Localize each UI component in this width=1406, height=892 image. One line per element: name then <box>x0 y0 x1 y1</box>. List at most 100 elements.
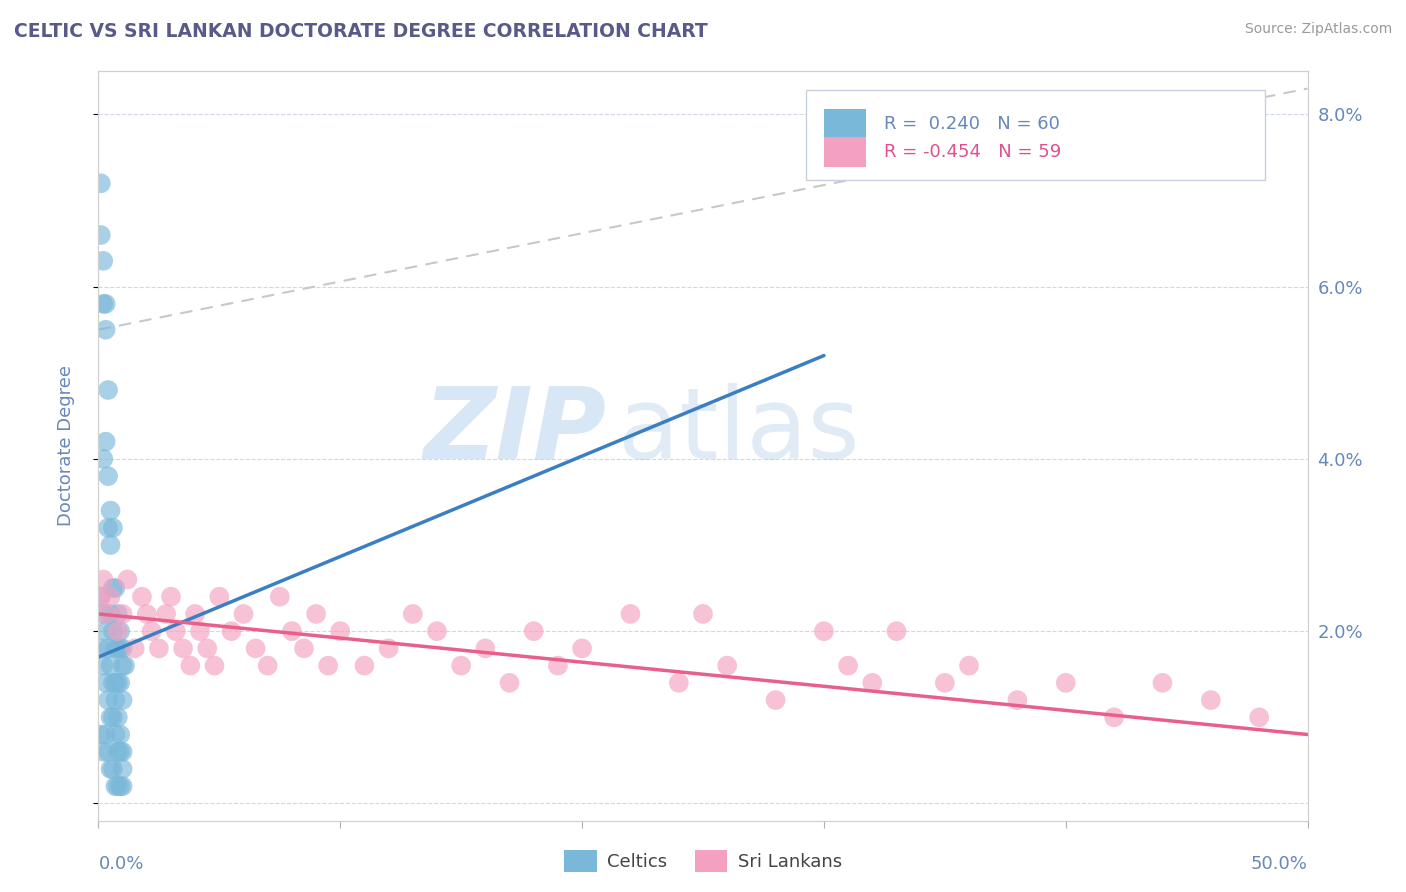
Point <box>160 590 183 604</box>
Point <box>111 658 134 673</box>
Point <box>111 607 134 621</box>
Point <box>148 641 170 656</box>
Point <box>108 745 131 759</box>
Point <box>353 658 375 673</box>
Point <box>100 503 122 517</box>
Point <box>256 658 278 673</box>
Point <box>474 641 496 656</box>
Point <box>114 658 136 673</box>
Point <box>90 727 112 741</box>
Point <box>94 607 117 621</box>
Point <box>111 762 134 776</box>
Point <box>523 624 546 639</box>
Point <box>232 607 254 621</box>
Point <box>131 590 153 604</box>
Point <box>934 676 956 690</box>
Point <box>179 658 201 673</box>
Point <box>111 693 134 707</box>
Point <box>91 253 114 268</box>
Point <box>97 641 120 656</box>
Point <box>91 658 114 673</box>
Point <box>108 624 131 639</box>
Point <box>97 469 120 483</box>
Point <box>269 590 291 604</box>
Point <box>100 710 122 724</box>
Point <box>1199 693 1222 707</box>
Point <box>402 607 425 621</box>
Point <box>108 676 131 690</box>
Point <box>837 658 859 673</box>
Point <box>1102 710 1125 724</box>
Point <box>100 762 122 776</box>
Point <box>221 624 243 639</box>
Point <box>619 607 641 621</box>
Point <box>377 641 399 656</box>
Point <box>90 641 112 656</box>
Point <box>104 676 127 690</box>
Point <box>1152 676 1174 690</box>
Point <box>97 745 120 759</box>
Point <box>104 693 127 707</box>
Text: 0.0%: 0.0% <box>98 855 143 873</box>
Point <box>90 177 112 191</box>
Point <box>97 693 120 707</box>
Point <box>101 710 124 724</box>
Point <box>108 641 131 656</box>
Point <box>94 323 117 337</box>
Point <box>107 779 129 793</box>
Point <box>172 641 194 656</box>
Point <box>101 762 124 776</box>
Point <box>450 658 472 673</box>
Point <box>957 658 980 673</box>
Point <box>101 521 124 535</box>
Point <box>860 676 883 690</box>
Point <box>1054 676 1077 690</box>
Point <box>94 297 117 311</box>
Point <box>104 581 127 595</box>
Point <box>1249 710 1271 724</box>
Text: ZIP: ZIP <box>423 383 606 480</box>
Point <box>305 607 328 621</box>
Point <box>281 624 304 639</box>
Point <box>91 607 114 621</box>
Point <box>886 624 908 639</box>
Point <box>165 624 187 639</box>
Point <box>692 607 714 621</box>
Point <box>111 745 134 759</box>
Point <box>204 658 226 673</box>
Point <box>107 624 129 639</box>
Point <box>94 624 117 639</box>
Point <box>498 676 520 690</box>
Point <box>100 590 122 604</box>
Point <box>91 573 114 587</box>
Text: R =  0.240   N = 60: R = 0.240 N = 60 <box>884 115 1060 133</box>
Point <box>90 590 112 604</box>
Point <box>124 641 146 656</box>
Point <box>571 641 593 656</box>
Point <box>329 624 352 639</box>
Point <box>100 607 122 621</box>
Point <box>195 641 218 656</box>
Point <box>108 727 131 741</box>
Point <box>100 658 122 673</box>
Point <box>135 607 157 621</box>
Point <box>101 581 124 595</box>
Point <box>292 641 315 656</box>
Point <box>107 710 129 724</box>
Bar <box>824 109 866 139</box>
Point <box>94 676 117 690</box>
Point <box>101 676 124 690</box>
Point <box>117 573 139 587</box>
Point <box>108 779 131 793</box>
Text: atlas: atlas <box>619 383 860 480</box>
Y-axis label: Doctorate Degree: Doctorate Degree <box>56 366 75 526</box>
Point <box>813 624 835 639</box>
Text: CELTIC VS SRI LANKAN DOCTORATE DEGREE CORRELATION CHART: CELTIC VS SRI LANKAN DOCTORATE DEGREE CO… <box>14 22 707 41</box>
Point <box>316 658 339 673</box>
Text: 50.0%: 50.0% <box>1251 855 1308 873</box>
Point <box>141 624 163 639</box>
Point <box>104 641 127 656</box>
Point <box>716 658 738 673</box>
Point <box>94 727 117 741</box>
Point <box>91 745 114 759</box>
